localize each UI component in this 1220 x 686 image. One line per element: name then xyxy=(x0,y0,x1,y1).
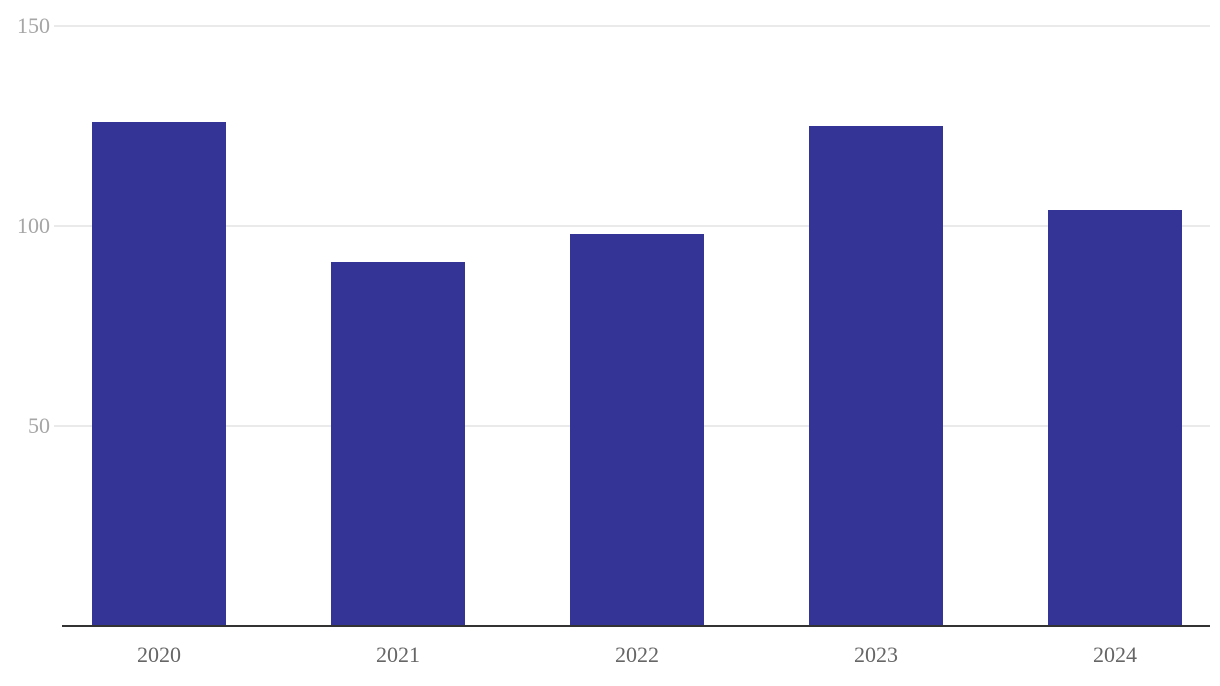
y-tick-label: 150 xyxy=(17,13,50,38)
x-tick-label: 2021 xyxy=(376,642,420,667)
x-tick-label: 2020 xyxy=(137,642,181,667)
bar xyxy=(92,122,226,626)
x-tick-label: 2023 xyxy=(854,642,898,667)
bar xyxy=(331,262,465,626)
bar xyxy=(809,126,943,626)
bar xyxy=(1048,210,1182,626)
y-tick-label-bg xyxy=(24,413,54,439)
x-tick-label: 2022 xyxy=(615,642,659,667)
y-tick-label-bg xyxy=(13,213,54,239)
bar xyxy=(570,234,704,626)
y-tick-label: 100 xyxy=(17,213,50,238)
x-tick-label: 2024 xyxy=(1093,642,1137,667)
y-tick-label-bg xyxy=(13,13,54,39)
y-tick-label: 50 xyxy=(28,413,50,438)
